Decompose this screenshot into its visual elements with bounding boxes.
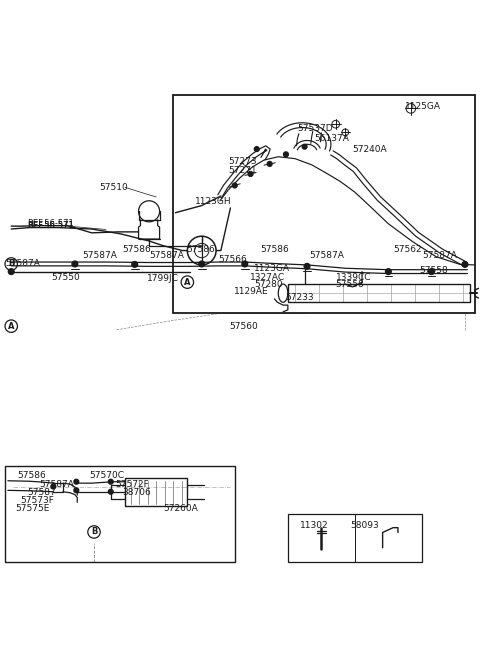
Circle shape xyxy=(304,263,310,269)
Circle shape xyxy=(74,488,79,493)
Text: 57573F: 57573F xyxy=(20,496,54,505)
Text: 57273: 57273 xyxy=(228,157,257,166)
Text: 57587A: 57587A xyxy=(422,251,457,260)
Text: B: B xyxy=(91,527,97,537)
Text: 57537D: 57537D xyxy=(298,125,333,133)
Circle shape xyxy=(254,147,259,152)
Text: REF.56-571: REF.56-571 xyxy=(27,218,74,228)
Circle shape xyxy=(199,261,204,267)
Circle shape xyxy=(108,489,113,494)
Text: 57587A: 57587A xyxy=(5,259,40,269)
Text: 1327AC: 1327AC xyxy=(250,273,285,282)
Text: 57570C: 57570C xyxy=(89,471,124,480)
Text: 57586: 57586 xyxy=(17,471,46,480)
Text: REF.56-571: REF.56-571 xyxy=(27,221,74,230)
Text: 57587A: 57587A xyxy=(39,480,74,489)
Text: 57586: 57586 xyxy=(123,245,152,254)
Text: 38706: 38706 xyxy=(123,488,152,497)
Text: B: B xyxy=(8,259,14,269)
Text: 57240A: 57240A xyxy=(352,145,387,154)
Circle shape xyxy=(385,269,391,275)
Text: 57587: 57587 xyxy=(27,488,56,497)
Text: 57566: 57566 xyxy=(218,255,247,264)
Text: 57558: 57558 xyxy=(336,280,364,288)
Text: 57586: 57586 xyxy=(261,245,289,254)
Text: 57562: 57562 xyxy=(393,245,422,254)
Text: 57587A: 57587A xyxy=(310,251,344,260)
Text: 11302: 11302 xyxy=(300,521,328,530)
Text: 57550: 57550 xyxy=(51,273,80,282)
Circle shape xyxy=(302,145,307,149)
Circle shape xyxy=(267,162,272,166)
Text: 58093: 58093 xyxy=(350,521,379,530)
Text: 57280: 57280 xyxy=(254,280,283,288)
Circle shape xyxy=(132,261,138,267)
Text: A: A xyxy=(184,278,191,286)
Circle shape xyxy=(108,479,113,484)
Text: A: A xyxy=(8,321,14,331)
Text: 57587A: 57587A xyxy=(149,251,184,260)
Circle shape xyxy=(242,261,248,267)
Text: 57572F: 57572F xyxy=(116,480,149,489)
Text: 57260A: 57260A xyxy=(163,504,198,513)
Text: 57233: 57233 xyxy=(286,294,314,302)
Circle shape xyxy=(462,261,468,267)
Circle shape xyxy=(72,261,78,267)
Text: 1125GA: 1125GA xyxy=(405,102,441,110)
Circle shape xyxy=(74,479,79,484)
Circle shape xyxy=(51,484,56,489)
Text: 1799JC: 1799JC xyxy=(147,275,179,283)
Text: 57271: 57271 xyxy=(228,166,257,175)
Text: 1129AE: 1129AE xyxy=(234,287,269,296)
Circle shape xyxy=(248,172,253,176)
Text: 56137A: 56137A xyxy=(314,134,349,143)
Text: 1339CC: 1339CC xyxy=(336,273,371,282)
Circle shape xyxy=(284,152,288,156)
Text: 57510: 57510 xyxy=(99,183,128,192)
Text: 57558: 57558 xyxy=(420,266,448,275)
Circle shape xyxy=(429,269,434,275)
Text: 1123GH: 1123GH xyxy=(194,197,231,206)
Text: 1123GA: 1123GA xyxy=(254,264,290,273)
Text: REF.56-571: REF.56-571 xyxy=(27,221,74,230)
Circle shape xyxy=(232,183,237,188)
Circle shape xyxy=(8,269,14,275)
Text: 57575E: 57575E xyxy=(15,504,49,513)
Text: 57560: 57560 xyxy=(229,321,258,331)
Text: 57586: 57586 xyxy=(186,245,215,254)
Text: 57587A: 57587A xyxy=(82,251,117,260)
